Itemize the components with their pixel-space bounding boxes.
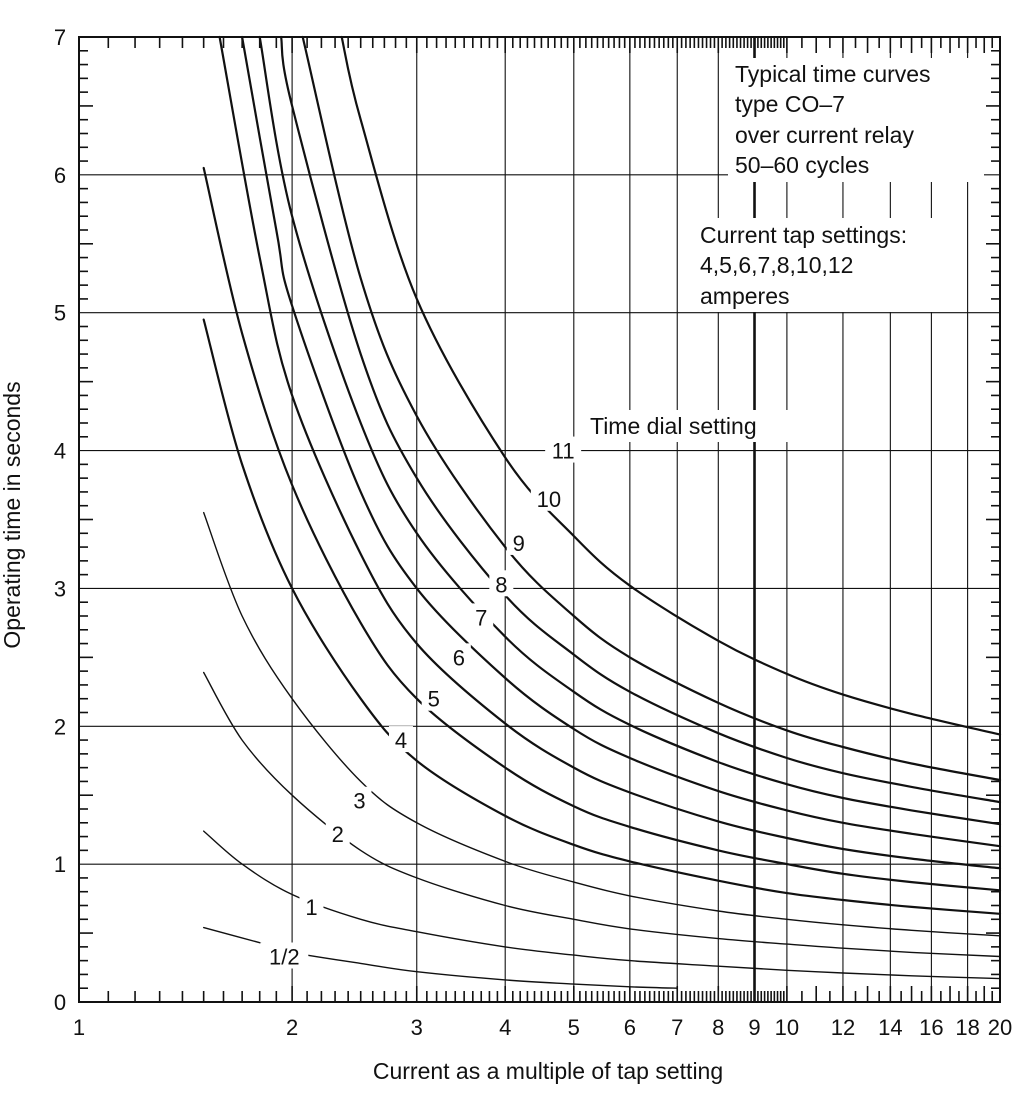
- curve-dial-4: [202, 318, 1002, 915]
- curve-label-2: 2: [332, 822, 344, 847]
- title-annotation-bg: [728, 58, 984, 182]
- x-tick-label: 12: [831, 1015, 855, 1040]
- tap-settings-annotation: Current tap settings: 4,5,6,7,8,10,12 am…: [694, 218, 950, 312]
- x-tick-label: 7: [671, 1015, 683, 1040]
- curve-label-7: 7: [475, 605, 487, 630]
- x-tick-label: 3: [411, 1015, 423, 1040]
- curve-label-4: 4: [395, 728, 407, 753]
- curve-label-bg: [260, 942, 309, 969]
- curve-dial-3: [203, 511, 1001, 937]
- curve-label-bg: [421, 684, 446, 711]
- y-tick-labels: 0 1 2 3 4 5 6 7: [54, 25, 66, 1015]
- curve-label-bg: [347, 786, 372, 813]
- curve-label-bg: [446, 643, 471, 670]
- curve-label-10: 10: [537, 487, 561, 512]
- curve-dial-11: [340, 35, 1002, 736]
- curve-label-bg: [506, 528, 531, 555]
- x-tick-label: 14: [878, 1015, 902, 1040]
- y-tick-label: 5: [54, 301, 66, 326]
- curve-label-1: 1: [305, 895, 317, 920]
- title-line-1: Typical time curves: [735, 61, 931, 87]
- curve-dial-6: [218, 35, 1002, 870]
- curve-dial-5: [202, 166, 1002, 892]
- tap-line-2: 4,5,6,7,8,10,12: [700, 252, 853, 278]
- curve-label-bg: [299, 892, 324, 919]
- time-dial-curves: [202, 35, 1002, 989]
- y-axis-title: Operating time in seconds: [0, 381, 25, 648]
- curve-dial-7: [241, 35, 1002, 848]
- plot-frame: [78, 36, 1001, 1003]
- tap-annotation-bg: [694, 218, 950, 312]
- y-tick-label: 1: [54, 852, 66, 877]
- x-tick-label: 5: [568, 1015, 580, 1040]
- curve-dial-2: [203, 671, 1001, 958]
- y-tick-label: 0: [54, 990, 66, 1015]
- curve-dial-9: [280, 35, 1002, 804]
- curve-label-bg: [469, 603, 494, 630]
- x-tick-label: 20: [988, 1015, 1012, 1040]
- x-tick-label: 8: [712, 1015, 724, 1040]
- curve-label-9: 9: [513, 531, 525, 556]
- x-axis-title: Current as a multiple of tap setting: [373, 1058, 723, 1084]
- curve-label-6: 6: [453, 645, 465, 670]
- title-line-4: 50–60 cycles: [735, 152, 869, 178]
- x-tick-labels: 1 2 3 4 5 6 7 8 9 10 12 14 16 18 20: [73, 1015, 1012, 1040]
- y-tick-label: 2: [54, 714, 66, 739]
- y-tick-label: 3: [54, 576, 66, 601]
- curve-dial-10: [301, 35, 1002, 782]
- x-tick-label: 10: [775, 1015, 799, 1040]
- curve-label-bg: [530, 484, 567, 511]
- y-tick-label: 4: [54, 439, 66, 464]
- tap-line-1: Current tap settings:: [700, 222, 907, 248]
- y-tick-label: 7: [54, 25, 66, 50]
- dial-setting-annotation: Time dial setting: [584, 410, 788, 442]
- dial-annotation-bg: [584, 410, 788, 442]
- curve-dial-1: [203, 830, 1001, 980]
- curve-label-8: 8: [495, 572, 507, 597]
- x-tick-label: 16: [919, 1015, 943, 1040]
- x-tick-label: 1: [73, 1015, 85, 1040]
- y-tick-label: 6: [54, 163, 66, 188]
- curve-label-bg: [545, 436, 582, 463]
- curve-label-bg: [325, 819, 350, 846]
- title-line-2: type CO–7: [735, 91, 845, 117]
- curve-label-5: 5: [428, 687, 440, 712]
- curve-label-11: 11: [552, 439, 575, 464]
- x-tick-label: 18: [955, 1015, 979, 1040]
- curve-label-1-2: 1/2: [269, 945, 300, 970]
- dial-setting-label: Time dial setting: [590, 413, 757, 439]
- curve-label-3: 3: [353, 789, 365, 814]
- curve-dial-8: [258, 35, 1002, 826]
- title-line-3: over current relay: [735, 122, 914, 148]
- curve-label-bg: [489, 570, 514, 597]
- x-tick-label: 4: [499, 1015, 511, 1040]
- title-annotation: Typical time curves type CO–7 over curre…: [728, 58, 984, 182]
- curve-label-bg: [388, 726, 413, 753]
- tap-line-3: amperes: [700, 283, 789, 309]
- x-tick-label: 6: [624, 1015, 636, 1040]
- x-tick-label: 2: [286, 1015, 298, 1040]
- x-tick-label: 9: [748, 1015, 760, 1040]
